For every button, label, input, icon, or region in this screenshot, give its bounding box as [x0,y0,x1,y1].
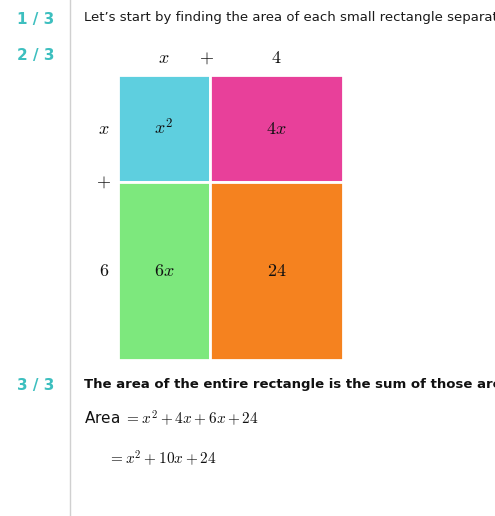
Text: $4x$: $4x$ [266,120,287,137]
Bar [118,75,210,182]
Text: $= x^2 + 10x + 24$: $= x^2 + 10x + 24$ [108,448,217,468]
Text: $+$: $+$ [199,49,214,67]
Bar [210,75,343,182]
Text: 3 / 3: 3 / 3 [17,378,54,393]
Text: 1 / 3: 1 / 3 [17,12,54,27]
Text: Area $= x^2 + 4x + 6x + 24$: Area $= x^2 + 4x + 6x + 24$ [84,408,259,428]
Bar [210,182,343,360]
Bar [118,182,210,360]
Text: $x$: $x$ [98,120,110,137]
Text: Let’s start by finding the area of each small rectangle separately.: Let’s start by finding the area of each … [84,11,495,24]
Text: $6$: $6$ [99,262,109,280]
Text: $4$: $4$ [271,49,282,67]
Text: The area of the entire rectangle is the sum of those areas:: The area of the entire rectangle is the … [84,378,495,391]
Text: $x$: $x$ [158,49,170,67]
Text: 2 / 3: 2 / 3 [17,48,55,63]
Text: $24$: $24$ [267,262,286,280]
Text: $+$: $+$ [97,173,111,191]
Text: $6x$: $6x$ [154,262,174,280]
Text: $x^2$: $x^2$ [154,118,174,139]
